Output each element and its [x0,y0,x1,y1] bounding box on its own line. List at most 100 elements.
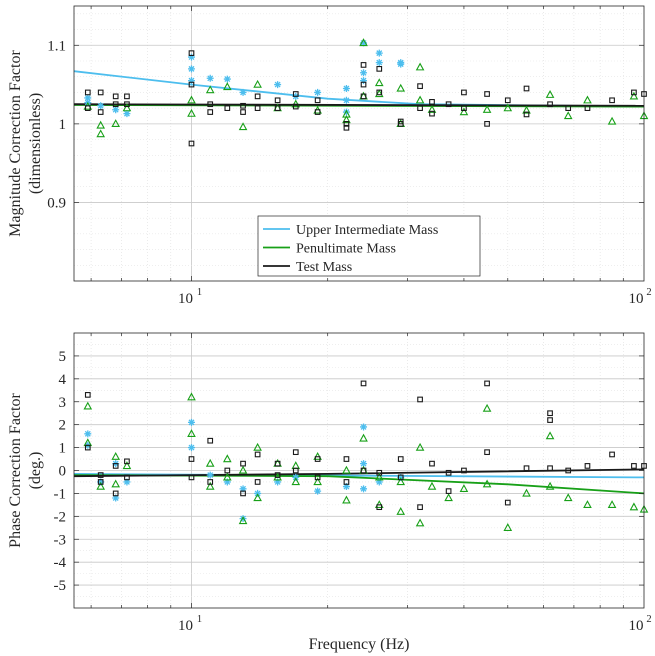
data-point [629,91,639,100]
data-point [445,488,452,494]
data-point [206,74,214,82]
data-point [417,105,423,111]
data-point [429,110,435,117]
data-point [122,461,132,470]
data-point [503,523,513,531]
y-tick-label: 0.9 [47,195,66,211]
data-point [292,449,299,456]
data-point [427,481,437,490]
data-point [375,59,383,67]
data-point [314,456,321,462]
data-point [112,101,119,108]
y-axis-label: Magnitude Correction Factor [7,50,24,237]
data-point [292,91,299,97]
data-point [122,103,132,112]
data-point [84,105,91,111]
data-point [484,91,490,97]
x-tick-label: 10 [629,618,644,634]
data-point [445,469,452,476]
data-point [360,93,367,100]
data-point [313,477,322,486]
data-point [274,478,282,486]
data-point [254,93,261,100]
data-point [111,119,121,128]
data-point [376,504,383,511]
data-point [482,479,492,488]
data-point [415,62,425,71]
data-point [609,97,615,104]
data-point [274,97,281,104]
data-point [84,392,91,398]
data-point [609,451,615,458]
y-tick-label: -5 [54,578,67,594]
data-point [359,38,368,47]
data-point [274,105,281,111]
y-tick-label: -4 [54,555,67,571]
data-point [123,478,131,486]
data-point [314,88,322,96]
data-point [547,410,553,417]
x-axis-label: Frequency (Hz) [309,636,410,653]
data-point [188,474,195,481]
data-point [112,463,119,469]
data-point [631,463,637,469]
data-point [187,53,195,61]
data-point [374,89,384,98]
data-point [187,392,196,401]
data-point [240,460,246,467]
data-point [484,449,490,456]
data-point [253,79,262,88]
data-point [360,62,367,68]
data-point [291,477,301,486]
data-point [374,472,384,481]
data-point [342,115,351,124]
data-point [342,465,351,474]
series-square [84,380,647,511]
data-point [376,89,383,96]
data-point [459,107,469,116]
y-tick-label: 1 [59,117,67,133]
data-point [314,97,321,104]
x-tick-exponent: 1 [197,287,202,298]
data-point [124,93,130,100]
data-point [254,479,261,485]
data-point [504,499,511,506]
data-point [253,493,262,502]
data-point [207,437,214,444]
data-point [503,103,513,112]
data-point [97,89,104,96]
data-point [583,95,592,104]
data-point [112,494,120,502]
data-point [375,478,383,486]
data-point [84,430,92,438]
data-point [343,124,350,131]
data-point [482,104,492,113]
x-tick-exponent: 1 [197,614,202,625]
data-point [97,479,104,485]
data-point [445,101,452,108]
y-tick-label: 5 [59,349,67,365]
data-point [522,105,531,114]
data-point [343,479,350,485]
x-tick-label: 10 [178,618,193,634]
data-point [429,99,435,105]
data-point [187,429,196,437]
y-tick-label: 0 [59,464,67,480]
data-point [97,472,104,478]
data-point [222,82,232,91]
data-point [342,85,350,92]
data-point [187,108,196,117]
data-point [360,77,368,85]
data-point [207,109,214,115]
data-point [545,431,555,440]
y-tick-label: 3 [59,395,67,411]
data-point [522,488,531,497]
data-point [417,396,423,403]
legend-entry: Penultimate Mass [296,242,396,257]
legend-entry: Test Mass [296,260,352,275]
legend-entry: Upper Intermediate Mass [296,223,438,238]
fit-line [73,103,645,107]
data-point [111,452,121,460]
y-tick-label: 1 [59,441,67,457]
data-point [461,467,467,474]
